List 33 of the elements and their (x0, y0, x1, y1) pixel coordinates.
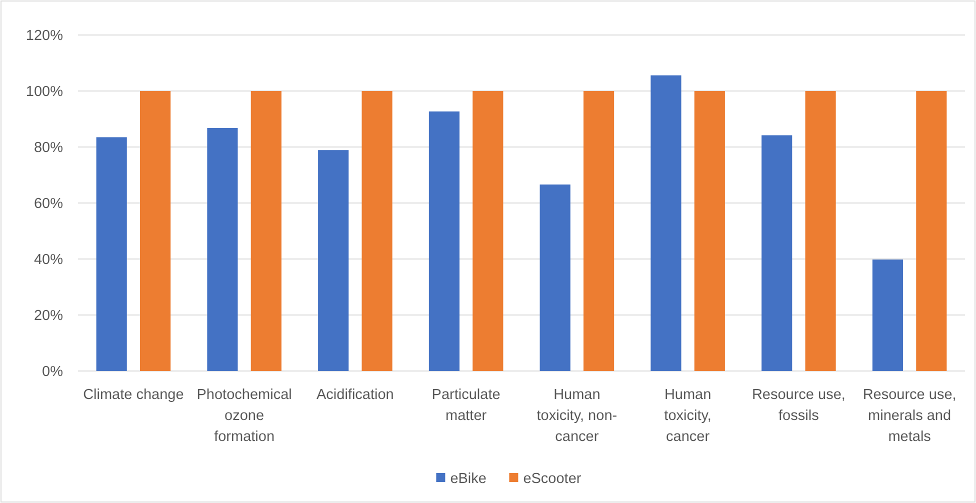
bar (472, 91, 504, 371)
y-tick-label: 0% (42, 364, 64, 380)
y-tick-label: 60% (34, 196, 64, 212)
x-tick-label: Resource use, minerals and metals (862, 387, 956, 445)
bar (140, 91, 171, 371)
bar (650, 75, 682, 371)
bar (583, 91, 614, 371)
bar (428, 111, 460, 371)
bar (916, 91, 947, 371)
bar (318, 150, 349, 371)
y-tick-label: 80% (34, 140, 64, 156)
bar (96, 137, 127, 371)
x-tick-label: Resource use, fossils (752, 387, 846, 424)
y-tick-label: 40% (34, 252, 64, 268)
x-tick-label: Photochemical ozone formation (196, 387, 292, 445)
legend-label: eBike (450, 471, 486, 488)
bar (872, 260, 904, 371)
y-tick-label: 20% (34, 308, 64, 324)
y-tick-label: 120% (26, 28, 64, 44)
bar (250, 91, 282, 371)
x-tick-label: Human toxicity, cancer (664, 387, 712, 445)
x-tick-label: Particulate matter (432, 387, 500, 424)
legend-label: eScooter (523, 471, 582, 488)
bar (805, 91, 836, 371)
x-tick-label: Climate change (83, 387, 184, 403)
bar (540, 184, 570, 371)
bar (762, 135, 792, 371)
y-tick-label: 100% (26, 84, 64, 100)
x-tick-label: Human toxicity, non-cancer (536, 387, 618, 445)
bar (362, 91, 392, 371)
bar (694, 91, 725, 371)
bar (207, 128, 238, 371)
x-tick-label: Acidification (316, 387, 394, 403)
